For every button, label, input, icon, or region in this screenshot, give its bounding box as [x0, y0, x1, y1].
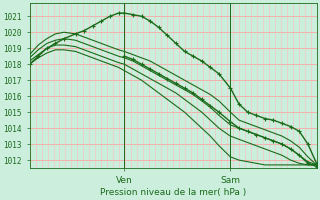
- X-axis label: Pression niveau de la mer( hPa ): Pression niveau de la mer( hPa ): [100, 188, 246, 197]
